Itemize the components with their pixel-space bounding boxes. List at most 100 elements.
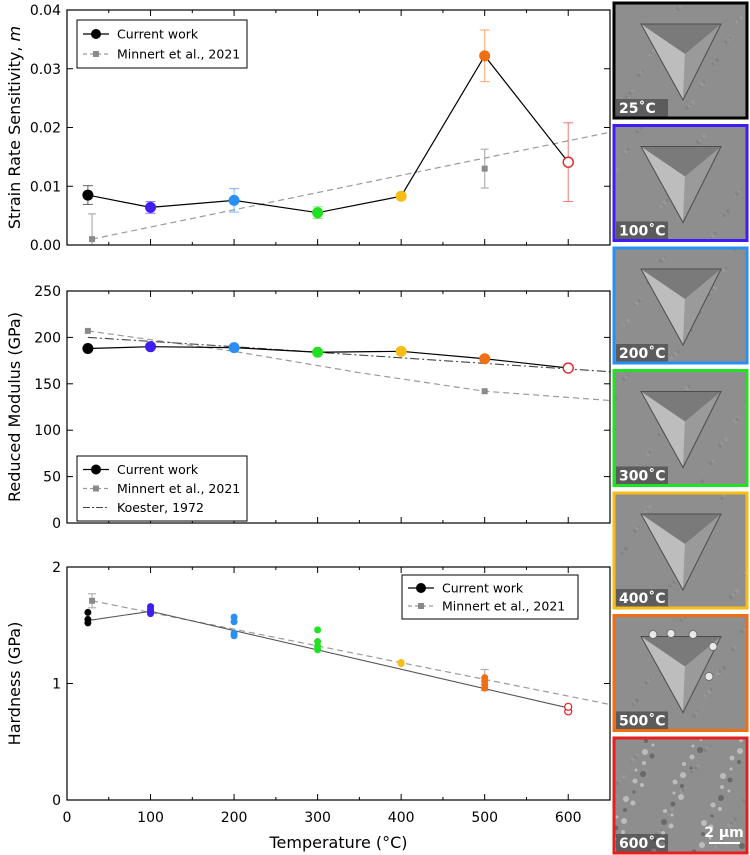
legend-box [401, 574, 579, 620]
sem-texture [636, 754, 638, 756]
x-tick-label: 600 [555, 810, 582, 826]
current-point-open [562, 156, 574, 168]
oxide-texture [632, 778, 638, 784]
pile-up-feature [648, 630, 658, 639]
legend-marker [91, 29, 101, 39]
oxide-texture [689, 754, 695, 760]
current-point [145, 341, 157, 353]
oxide-texture [630, 800, 636, 806]
plot-area [82, 29, 610, 245]
sem-texture [714, 845, 718, 849]
sem-texture [734, 588, 740, 594]
legend-marker [416, 583, 426, 593]
sem-temperature-label: 100˚C [619, 223, 666, 240]
sem-texture [714, 57, 720, 63]
plot-area [82, 327, 610, 402]
x-tick-label: 400 [388, 810, 415, 826]
sem-texture [729, 37, 731, 39]
y-tick-label: 0.02 [30, 121, 61, 137]
x-tick-label: 300 [304, 810, 331, 826]
sem-texture [665, 198, 669, 203]
current-point [228, 194, 240, 206]
minnert-point [89, 236, 96, 243]
sem-texture [729, 821, 733, 825]
sem-texture [642, 70, 644, 72]
sem-texture [661, 257, 665, 261]
current-point [479, 353, 491, 365]
x-axis-title: Temperature (°C) [268, 833, 407, 852]
sem-texture [650, 222, 654, 227]
legend-marker [93, 485, 99, 492]
hardness-point [84, 608, 92, 616]
sem-texture [711, 459, 715, 464]
sem-texture [711, 62, 715, 66]
indent-outline [640, 513, 722, 592]
sem-texture [659, 602, 663, 606]
legend-label: Koester, 1972 [117, 500, 204, 515]
minnert-point [89, 597, 96, 604]
sem-texture [676, 350, 680, 354]
oxide-texture [691, 744, 695, 748]
pile-up-feature [704, 672, 714, 681]
sem-label-bg [616, 466, 668, 485]
sem-texture [624, 95, 628, 99]
oxide-texture [699, 842, 705, 848]
current-point [479, 50, 491, 62]
sem-border [612, 246, 749, 365]
oxide-texture [663, 809, 667, 813]
oxide-texture [701, 832, 705, 836]
hardness-point [314, 638, 322, 646]
sem-border [612, 369, 749, 487]
sem-texture [696, 764, 700, 768]
sem-border [612, 491, 749, 610]
minnert-trend-line [91, 600, 610, 706]
oxide-texture [720, 773, 726, 779]
indent-facet-top [641, 636, 721, 667]
sem-texture [690, 99, 696, 105]
sem-texture [678, 5, 682, 9]
current-point [228, 342, 240, 354]
sem-texture [668, 584, 672, 588]
sem-texture [724, 266, 728, 270]
sem-texture [694, 711, 698, 716]
y-tick-label: 2 [52, 560, 61, 576]
legend-label: Current work [442, 581, 524, 596]
legend: Current work Minnert et al., 2021 Koester,… [76, 455, 248, 522]
sem-texture [740, 188, 742, 191]
pile-up-feature [708, 642, 718, 651]
sem-texture [716, 230, 718, 233]
indent-facet-top [641, 269, 721, 299]
sem-texture [640, 298, 642, 300]
sem-texture [713, 231, 717, 236]
legend-marker [418, 603, 424, 609]
legend-label: Minnert et al., 2021 [117, 481, 240, 496]
sem-content [613, 614, 748, 732]
sem-texture [722, 494, 726, 498]
sem-texture [618, 779, 622, 783]
sem-content [613, 492, 748, 609]
sem-label-bg [616, 834, 668, 852]
current-point [82, 189, 94, 201]
sem-texture [690, 770, 694, 774]
sem-texture [618, 112, 620, 114]
sem-image-0: 25˚C [612, 1, 749, 120]
sem-texture [626, 147, 630, 152]
oxide-texture [718, 807, 722, 811]
sem-texture [631, 702, 635, 707]
sem-texture [634, 698, 640, 703]
sem-texture [633, 755, 637, 759]
koester-line [87, 336, 610, 373]
legend-label: Current work [117, 462, 199, 477]
plot-area [84, 593, 610, 716]
sem-texture [697, 710, 699, 713]
sem-texture [723, 437, 729, 442]
y-tick-label: 0.00 [30, 238, 61, 254]
y-tick-label: 0.03 [30, 62, 61, 78]
sem-texture [660, 829, 662, 831]
sem-texture [630, 89, 634, 93]
sem-texture [708, 745, 710, 747]
sem-texture [705, 746, 709, 750]
sem-texture [620, 551, 624, 555]
current-point [312, 207, 324, 219]
sem-texture [679, 618, 683, 623]
